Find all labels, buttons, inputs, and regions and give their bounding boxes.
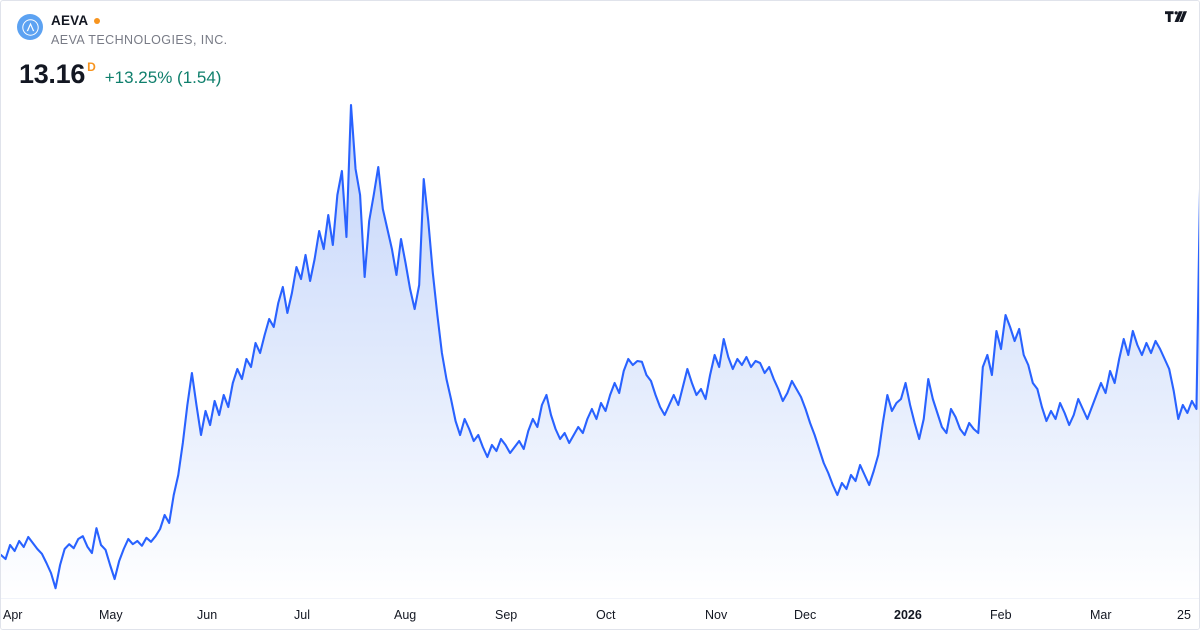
- chart-svg: [1, 103, 1199, 599]
- aeva-logo-icon: [17, 14, 43, 40]
- chart-line: [1, 103, 1199, 590]
- interval-badge[interactable]: D: [87, 60, 96, 74]
- x-axis-tick-oct: Oct: [596, 608, 616, 622]
- x-axis-tick-feb: Feb: [990, 608, 1012, 622]
- x-axis-tick-nov: Nov: [705, 608, 728, 622]
- x-axis-tick-2026: 2026: [894, 608, 922, 622]
- x-axis-tick-sep: Sep: [495, 608, 518, 622]
- axis-separator: [1, 598, 1199, 599]
- x-axis-tick-aug: Aug: [394, 608, 417, 622]
- ticker-symbol[interactable]: AEVA: [51, 13, 89, 28]
- x-axis-tick-jun: Jun: [197, 608, 218, 622]
- ticker-line: AEVA: [51, 13, 228, 29]
- x-axis[interactable]: Apr May Jun Jul Aug Sep Oct Nov Dec 2026 Feb Mar 25: [1, 599, 1199, 629]
- price-change: +13.25% (1.54): [104, 68, 222, 87]
- price-row: 13.16 D +13.25% (1.54): [19, 59, 1185, 89]
- x-axis-tick-25: 25: [1177, 608, 1191, 622]
- company-name: AEVA TECHNOLOGIES, INC.: [51, 33, 228, 47]
- x-axis-tick-jul: Jul: [294, 608, 310, 622]
- x-axis-tick-dec: Dec: [794, 608, 817, 622]
- symbol-row[interactable]: AEVA AEVA TECHNOLOGIES, INC.: [17, 13, 1185, 49]
- symbol-text-block: AEVA AEVA TECHNOLOGIES, INC.: [51, 13, 228, 49]
- chart-area-fill: [1, 105, 1199, 599]
- x-axis-tick-mar: Mar: [1090, 608, 1112, 622]
- x-axis-tick-may: May: [99, 608, 123, 622]
- x-axis-tick-apr: Apr: [3, 608, 23, 622]
- tradingview-logo-icon[interactable]: [1153, 1, 1199, 35]
- last-price: 13.16: [19, 59, 86, 89]
- price-chart[interactable]: [1, 1, 1199, 599]
- chart-header: AEVA AEVA TECHNOLOGIES, INC. 13.16 D +13…: [1, 1, 1199, 93]
- live-status-dot-icon: [94, 18, 101, 24]
